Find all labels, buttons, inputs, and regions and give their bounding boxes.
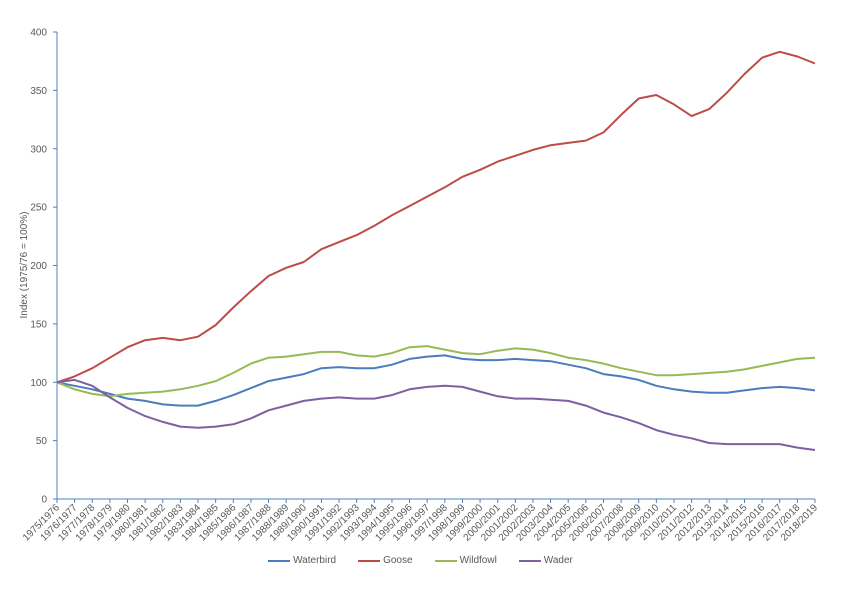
series-line-waterbird	[56, 354, 816, 407]
y-tick-label: 400	[30, 28, 47, 39]
legend-item-wildfowl: Wildfowl	[434, 555, 497, 566]
legend-swatch	[268, 559, 291, 562]
series-line-wildfowl	[56, 345, 816, 398]
y-tick-label: 250	[30, 203, 47, 214]
y-tick-label: 50	[36, 436, 48, 447]
legend-item-wader: Wader	[518, 555, 573, 566]
y-tick-label: 200	[30, 261, 47, 272]
legend-swatch	[434, 559, 457, 562]
legend-label: Wildfowl	[459, 555, 497, 566]
y-tick-label: 350	[30, 86, 47, 97]
legend-swatch	[358, 559, 381, 562]
legend-item-waterbird: Waterbird	[268, 555, 336, 566]
legend-label: Waterbird	[293, 555, 337, 566]
legend-swatch	[518, 559, 541, 562]
y-tick-label: 150	[30, 319, 47, 330]
legend-item-goose: Goose	[358, 555, 413, 566]
y-axis-label: Index (1975/76 = 100%)	[19, 211, 30, 318]
y-tick-label: 100	[30, 378, 47, 389]
legend-label: Wader	[543, 555, 573, 566]
series-line-wader	[56, 378, 816, 451]
y-tick-label: 0	[41, 495, 47, 506]
legend: Waterbird Goose Wildfowl Wader	[0, 555, 841, 566]
y-tick-label: 300	[30, 144, 47, 155]
series-line-goose	[56, 50, 816, 384]
legend-label: Goose	[383, 555, 413, 566]
